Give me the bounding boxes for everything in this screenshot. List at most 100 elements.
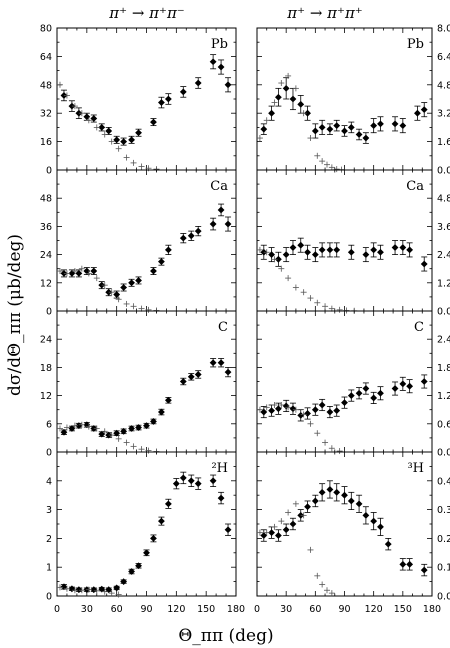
panel-label: Ca [406,179,424,194]
data-point-diamond [158,99,165,106]
data-point-diamond [209,58,217,66]
y-tick-label: 0.1 [437,563,450,574]
y-tick-label: 0.0 [437,166,450,177]
data-series-filled [60,358,232,439]
y-tick-label: 24 [40,335,52,346]
data-point-diamond [370,246,378,254]
data-point-diamond [90,267,98,275]
data-point-diamond [326,486,334,493]
data-point-diamond [326,125,334,133]
y-tick-label: 3 [46,505,52,516]
panel-0-0: 0 16 32 48 64 80 Pb [40,24,237,177]
y-tick-label: 32 [40,109,52,120]
x-tick-label: 180 [423,604,441,615]
y-tick-label: 3.2 [437,109,450,120]
data-series-cross [56,584,122,598]
panel-label: Pb [407,37,424,52]
data-point-diamond [75,586,83,594]
data-point-diamond [318,124,326,131]
data-point-diamond [377,120,384,128]
data-point-diamond [289,520,297,528]
data-point-diamond [347,248,355,256]
y-tick-label: 12 [40,391,52,402]
data-series-cross [256,402,343,455]
y-tick-label: 24 [40,250,52,261]
panel-2-0: 0 6 12 18 24 C [40,310,237,459]
data-point-diamond [341,127,348,135]
y-tick-label: 4.8 [437,80,450,91]
data-point-diamond [289,244,297,251]
data-point-diamond [362,511,370,519]
x-tick-label: 120 [167,604,185,615]
data-point-diamond [98,585,106,593]
data-point-diamond [333,246,341,254]
data-point-diamond [282,402,290,410]
data-point-diamond [60,428,68,436]
data-point-diamond [135,562,142,570]
data-point-diamond [217,359,225,367]
x-tick-label: 30 [280,604,292,615]
y-tick-label: 0.0 [437,448,450,459]
y-tick-label: 12 [40,278,52,289]
data-point-diamond [355,389,363,397]
data-point-diamond [282,526,290,534]
y-tick-label: 48 [40,80,52,91]
panel-label: C [414,320,424,335]
data-point-diamond [187,373,195,381]
x-tick-label: 60 [111,604,123,615]
panel-1-1: 0.0 1.2 2.4 3.6 4.8 Ca [256,169,450,318]
data-point-diamond [128,425,135,432]
data-point-diamond [399,560,407,568]
data-point-diamond [391,244,399,251]
column-title-left: π⁺ → π⁺π⁻ [108,4,184,22]
data-point-diamond [304,248,311,256]
data-point-diamond [268,251,275,258]
data-point-diamond [370,122,378,130]
data-point-diamond [391,120,399,128]
data-point-diamond [399,380,407,388]
data-point-diamond [282,251,290,258]
data-point-diamond [274,405,282,413]
y-axis-title: dσ/dΘ_ππ (μb/deg) [5,234,25,396]
y-tick-label: 1.8 [437,363,450,374]
data-point-diamond [224,368,232,376]
data-point-diamond [179,378,187,385]
data-series-cross [256,72,345,173]
data-point-diamond [333,122,341,130]
data-point-diamond [224,81,232,89]
y-tick-label: 1 [46,563,52,574]
y-tick-label: 0.4 [437,476,450,487]
data-point-diamond [406,246,414,254]
y-tick-label: 0.3 [437,505,450,516]
data-point-diamond [90,115,98,122]
panel-label: ³H [407,461,424,476]
data-point-diamond [187,232,195,240]
data-point-diamond [194,371,202,378]
panel-grid: 01632486480Pb0.01.63.24.86.48.0Pb0122436… [40,24,450,616]
y-tick-label: 0 [46,592,52,603]
x-tick-label: 0 [254,604,260,615]
data-point-diamond [150,418,157,425]
data-point-diamond [172,480,180,488]
data-point-diamond [318,488,326,496]
x-tick-label: 60 [309,604,321,615]
x-tick-label: 180 [227,604,245,615]
data-series-cross [56,81,160,173]
y-tick-label: 0.0 [437,592,450,603]
data-point-diamond [164,246,172,254]
data-point-diamond [414,109,421,117]
data-point-diamond [318,246,326,254]
data-point-diamond [311,127,319,135]
data-point-diamond [158,258,165,266]
data-point-diamond [135,424,142,431]
y-tick-label: 6.4 [437,52,450,63]
panel-3-1: 0.0 0.1 0.2 0.3 0.4 ³H [256,451,450,603]
data-point-diamond [179,474,187,482]
data-point-diamond [347,124,355,131]
panel-label: ²H [211,461,228,476]
y-tick-label: 2.4 [437,250,450,261]
data-point-diamond [68,425,76,432]
data-point-diamond [120,427,128,435]
data-point-diamond [347,497,355,505]
y-tick-label: 36 [40,222,52,233]
